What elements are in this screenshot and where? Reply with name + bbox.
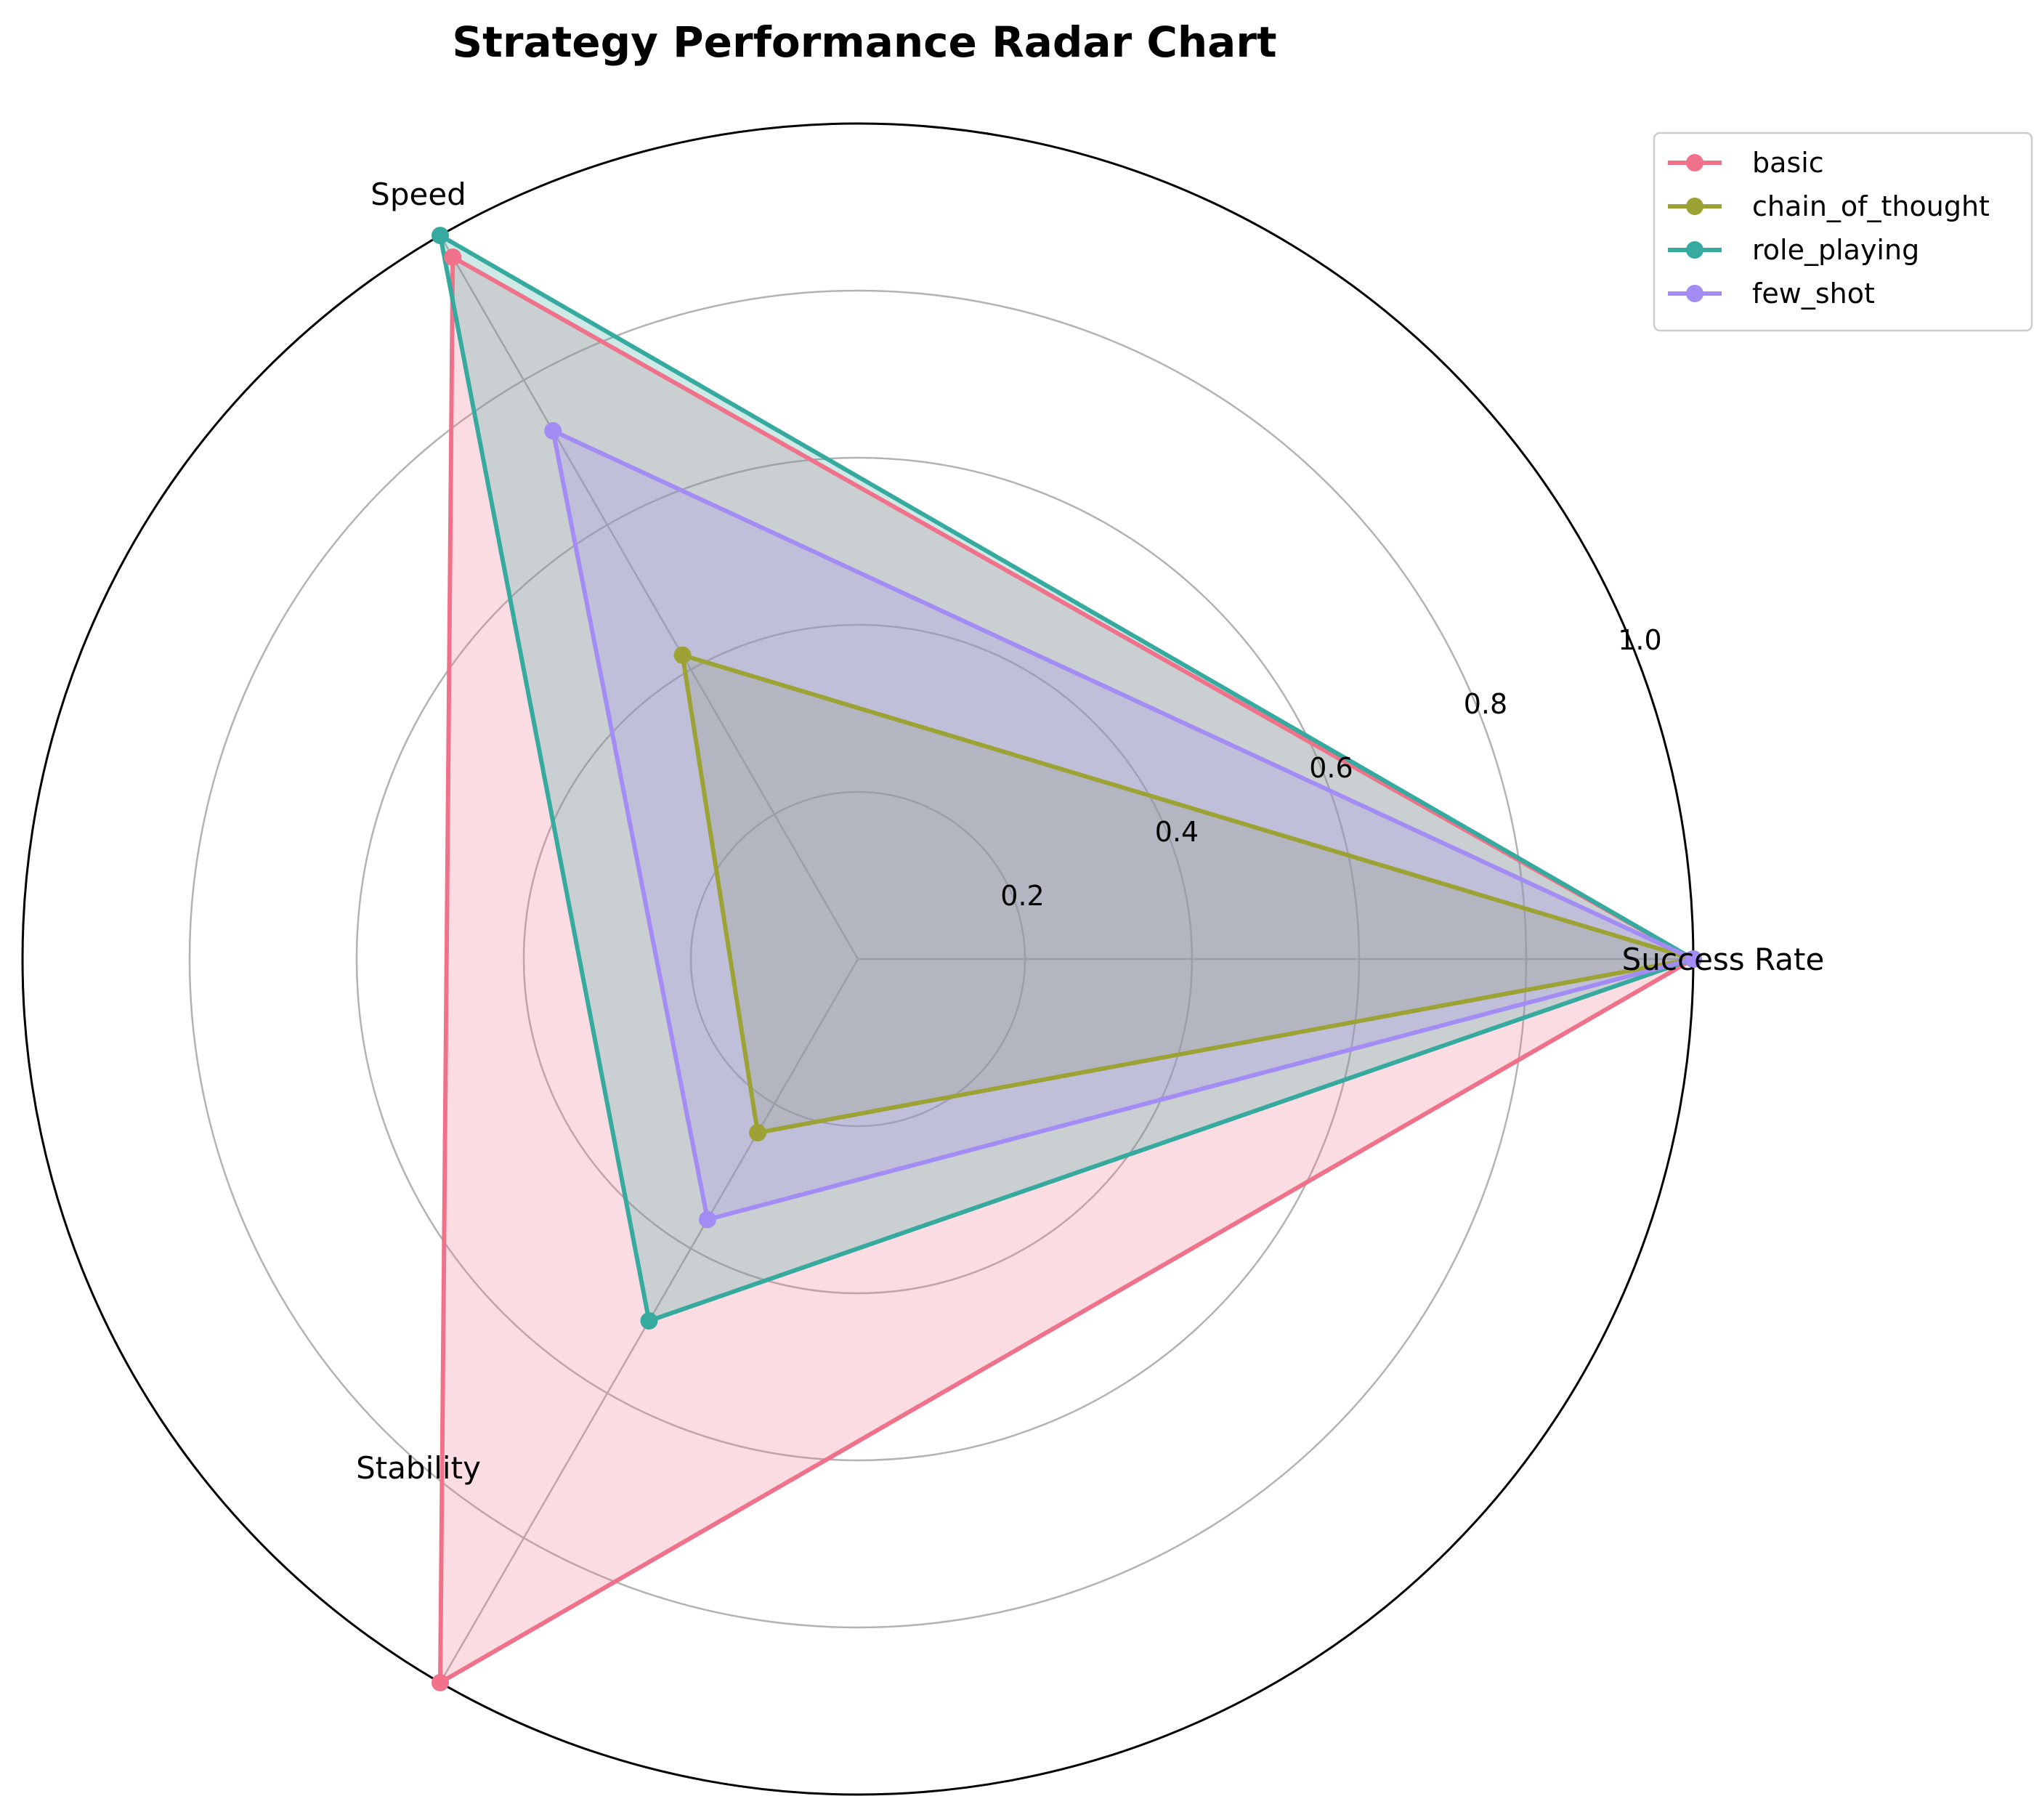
axis-label-1: Speed xyxy=(370,177,466,212)
rtick-label-4: 1.0 xyxy=(1618,624,1661,656)
point-few_shot-1 xyxy=(544,421,562,440)
series-lines xyxy=(438,233,1695,1685)
spoke-1 xyxy=(439,235,859,960)
axis-label-2: Stability xyxy=(356,1450,481,1486)
point-basic-1 xyxy=(444,248,462,266)
point-few_shot-2 xyxy=(699,1210,716,1229)
legend-marker-few_shot xyxy=(1686,285,1703,302)
series-markers xyxy=(432,227,1702,1691)
rtick-label-0: 0.2 xyxy=(1000,880,1044,912)
rtick-label-2: 0.6 xyxy=(1309,752,1353,784)
series-fill-basic xyxy=(440,256,1693,1683)
series-fill-role_playing xyxy=(440,235,1693,1322)
point-chain_of_thought-1 xyxy=(673,646,692,664)
legend-frame xyxy=(1653,132,2033,332)
series-fill-chain_of_thought xyxy=(682,655,1693,1133)
axis-label-0: Success Rate xyxy=(1622,942,1825,977)
point-few_shot-0 xyxy=(1685,950,1702,968)
radar-grid xyxy=(21,122,1695,1796)
legend-label-few_shot: few_shot xyxy=(1752,278,1875,310)
chart-title: Strategy Performance Radar Chart xyxy=(452,17,1276,67)
axis-labels: Success Rate Speed Stability xyxy=(356,177,1824,1486)
series-line-role_playing xyxy=(438,233,1695,1323)
series-line-few_shot xyxy=(551,429,1695,1222)
legend: basic chain_of_thought role_playing few_sho… xyxy=(1653,132,2033,332)
legend-marker-chain_of_thought xyxy=(1686,198,1703,215)
legend-label-basic: basic xyxy=(1752,147,1824,179)
legend-label-chain_of_thought: chain_of_thought xyxy=(1752,190,1990,222)
point-role_playing-1 xyxy=(432,227,449,245)
legend-marker-role_playing xyxy=(1686,241,1703,259)
series-fills xyxy=(440,235,1693,1683)
rtick-label-1: 0.4 xyxy=(1155,816,1199,848)
series-line-chain_of_thought xyxy=(680,652,1695,1135)
legend-marker-basic xyxy=(1686,154,1703,171)
rtick-label-3: 0.8 xyxy=(1464,688,1507,720)
point-role_playing-2 xyxy=(640,1311,658,1330)
radial-tick-labels: 0.2 0.4 0.6 0.8 1.0 xyxy=(1000,624,1661,912)
series-line-basic xyxy=(438,254,1695,1685)
point-basic-2 xyxy=(432,1673,449,1691)
legend-label-role_playing: role_playing xyxy=(1752,234,1919,266)
point-chain_of_thought-2 xyxy=(749,1124,766,1142)
series-fill-few_shot xyxy=(553,431,1693,1220)
